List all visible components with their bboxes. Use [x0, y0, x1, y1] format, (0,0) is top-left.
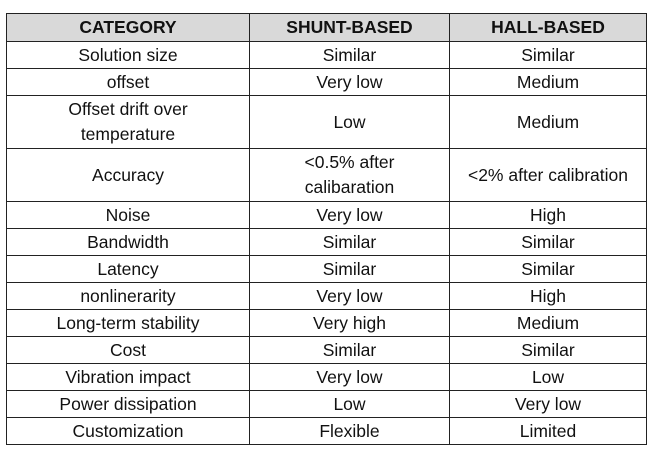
table-cell: Very low — [449, 390, 647, 418]
table-cell: Similar — [449, 336, 647, 364]
table-row: Latency Similar Similar — [6, 255, 647, 283]
cell-text: <0.5% after calibaration — [304, 152, 395, 197]
table-row: Noise Very low High — [6, 201, 647, 229]
table-cell: Very high — [249, 309, 450, 337]
table-cell: Solution size — [6, 41, 250, 69]
table-row: Offset drift over temperature Low Medium — [6, 95, 647, 149]
table-row: Long-term stability Very high Medium — [6, 309, 647, 337]
table-header: CATEGORY SHUNT-BASED HALL-BASED — [6, 13, 647, 42]
table-cell: Very low — [249, 201, 450, 229]
table-cell: Similar — [449, 41, 647, 69]
table-cell: High — [449, 282, 647, 310]
table-cell: Medium — [449, 95, 647, 149]
table-cell: Very low — [249, 282, 450, 310]
table-cell: Offset drift over temperature — [6, 95, 250, 149]
table-cell: Similar — [249, 41, 450, 69]
table-cell: Similar — [449, 255, 647, 283]
table-cell: Similar — [249, 336, 450, 364]
table-cell: Medium — [449, 68, 647, 96]
table-cell: Similar — [249, 255, 450, 283]
table-cell: Limited — [449, 417, 647, 445]
table-row: offset Very low Medium — [6, 68, 647, 96]
table-cell: Customization — [6, 417, 250, 445]
table-cell: <2% after calibration — [449, 148, 647, 202]
table-cell: nonlinerarity — [6, 282, 250, 310]
table-cell: <0.5% after calibaration — [249, 148, 450, 202]
table-cell: Cost — [6, 336, 250, 364]
header-cell: HALL-BASED — [449, 13, 647, 42]
table-body: Solution size Similar Similar offset Very lo… — [6, 41, 647, 445]
table-row: nonlinerarity Very low High — [6, 282, 647, 310]
table-cell: Bandwidth — [6, 228, 250, 256]
table-cell: Latency — [6, 255, 250, 283]
comparison-table: CATEGORY SHUNT-BASED HALL-BASED Solution s… — [6, 13, 647, 445]
table-cell: Low — [249, 95, 450, 149]
cell-text: Offset drift over temperature — [68, 99, 188, 144]
table-row: Customization Flexible Limited — [6, 417, 647, 445]
table-cell: Similar — [449, 228, 647, 256]
table-cell: Noise — [6, 201, 250, 229]
table-row: Cost Similar Similar — [6, 336, 647, 364]
table-row: Vibration impact Very low Low — [6, 363, 647, 391]
table-cell: Power dissipation — [6, 390, 250, 418]
table-cell: Accuracy — [6, 148, 250, 202]
table-cell: High — [449, 201, 647, 229]
table-row: Solution size Similar Similar — [6, 41, 647, 69]
table-cell: Long-term stability — [6, 309, 250, 337]
header-row: CATEGORY SHUNT-BASED HALL-BASED — [6, 13, 647, 42]
table-cell: Vibration impact — [6, 363, 250, 391]
table-cell: Very low — [249, 363, 450, 391]
table-cell: Flexible — [249, 417, 450, 445]
table-cell: Very low — [249, 68, 450, 96]
table-cell: Low — [249, 390, 450, 418]
table-cell: offset — [6, 68, 250, 96]
table-cell: Low — [449, 363, 647, 391]
header-cell: CATEGORY — [6, 13, 250, 42]
table-row: Bandwidth Similar Similar — [6, 228, 647, 256]
table-row: Power dissipation Low Very low — [6, 390, 647, 418]
table-row: Accuracy <0.5% after calibaration <2% afte… — [6, 148, 647, 202]
header-cell: SHUNT-BASED — [249, 13, 450, 42]
table-cell: Medium — [449, 309, 647, 337]
table-cell: Similar — [249, 228, 450, 256]
